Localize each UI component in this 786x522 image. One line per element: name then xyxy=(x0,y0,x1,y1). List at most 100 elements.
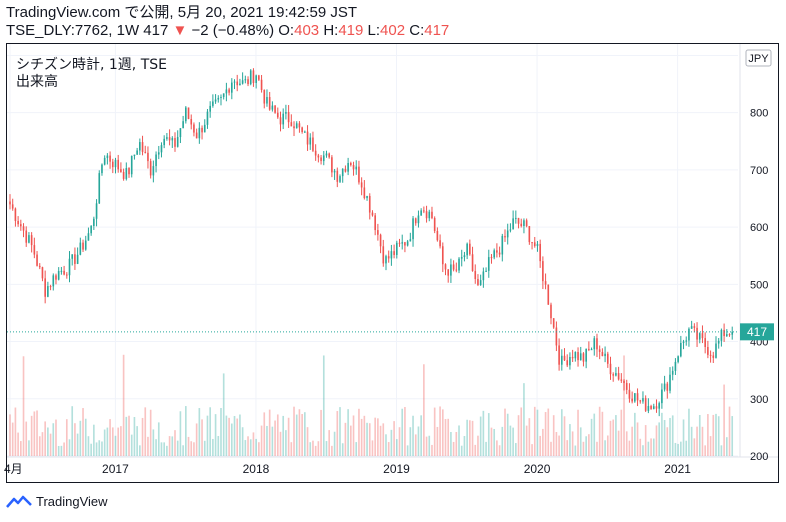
candle-body xyxy=(544,281,547,285)
volume-bar xyxy=(128,415,130,456)
time-axis: 4月 2017 2018 2019 2020 2021 xyxy=(4,462,691,476)
volume-bar xyxy=(249,439,252,456)
volume-bar xyxy=(290,442,293,456)
volume-bar xyxy=(260,425,263,456)
currency-box xyxy=(745,49,772,67)
candle-body xyxy=(512,218,514,230)
volume-bar xyxy=(612,419,615,456)
volume-bar xyxy=(352,415,355,456)
volume-bar xyxy=(582,441,585,456)
candle-body xyxy=(30,235,33,246)
candle-body xyxy=(420,210,422,216)
volume-bar xyxy=(652,438,655,456)
candle-body xyxy=(111,161,114,168)
volume-bar xyxy=(90,443,92,456)
candle-body xyxy=(187,107,190,120)
volume-bar xyxy=(285,430,287,456)
candle-body xyxy=(298,123,301,128)
candle-body xyxy=(609,363,612,375)
volume-bar xyxy=(458,425,460,456)
candle-body xyxy=(414,218,417,224)
volume-bar xyxy=(493,428,496,456)
volume-bar xyxy=(149,409,152,456)
volume-bar xyxy=(615,415,617,456)
volume-bar xyxy=(395,439,398,456)
candle-body xyxy=(463,255,466,258)
candle-body xyxy=(379,234,382,247)
volume-bar xyxy=(366,422,368,456)
price-axis: 200300400500600700800900 xyxy=(750,50,768,463)
volume-bar xyxy=(239,414,241,456)
volume-bar xyxy=(698,415,701,456)
volume-bar xyxy=(428,435,431,456)
volume-bar xyxy=(452,441,455,456)
low-label: L: xyxy=(367,22,381,39)
candle-body xyxy=(65,274,68,276)
candle-body xyxy=(709,354,712,356)
candle-body xyxy=(325,153,328,156)
candle-body xyxy=(350,163,352,166)
volume-bar xyxy=(420,415,422,456)
legend-volume-label: 出来高 xyxy=(16,73,58,90)
volume-bar xyxy=(179,411,182,456)
volume-bar xyxy=(111,427,114,456)
candle-body xyxy=(163,138,166,146)
volume-bar xyxy=(258,442,260,456)
footer-brand[interactable]: TradingView xyxy=(6,494,108,509)
candle-body xyxy=(712,355,715,358)
volume-bar xyxy=(52,423,55,456)
candle-body xyxy=(558,345,560,365)
volume-bar xyxy=(147,436,149,456)
candle-body xyxy=(579,353,582,361)
candle-body xyxy=(517,217,520,224)
candle-body xyxy=(122,171,125,179)
candle-body xyxy=(690,326,693,329)
volume-bar xyxy=(436,426,439,456)
candle-body xyxy=(201,127,203,133)
candle-body xyxy=(577,352,579,361)
candle-body xyxy=(466,243,468,256)
candle-body xyxy=(606,353,609,364)
time-tick-label: 2019 xyxy=(383,462,410,476)
candle-body xyxy=(598,349,601,352)
volume-bar xyxy=(176,440,179,456)
candle-body xyxy=(515,217,517,219)
volume-bar xyxy=(371,440,374,456)
candle-body xyxy=(636,393,639,401)
volume-bar xyxy=(639,438,642,456)
candle-body xyxy=(76,254,79,264)
candle-body xyxy=(409,239,412,242)
candle-body xyxy=(363,187,366,199)
candle-body xyxy=(601,351,604,357)
candle-body xyxy=(398,242,401,244)
candle-body xyxy=(317,155,320,158)
volume-bar xyxy=(44,421,46,456)
volume-bar xyxy=(728,406,731,456)
candle-body xyxy=(82,242,84,250)
candle-body xyxy=(241,80,244,84)
candle-body xyxy=(287,112,290,123)
volume-bar xyxy=(596,441,598,456)
candle-body xyxy=(304,131,306,133)
volume-bar xyxy=(579,427,582,456)
candle-body xyxy=(715,343,717,358)
volume-bar xyxy=(658,422,661,456)
volume-bar xyxy=(314,445,317,456)
volume-bar xyxy=(298,409,301,456)
candle-body xyxy=(404,242,406,246)
volume-bar xyxy=(574,445,577,456)
volume-bar xyxy=(463,436,466,456)
volume-bar xyxy=(628,440,631,456)
volume-bar xyxy=(222,373,225,456)
candle-body xyxy=(57,271,60,280)
candle-body xyxy=(41,267,44,279)
volume-bar xyxy=(157,422,160,456)
volume-bar xyxy=(406,445,409,456)
volume-bar xyxy=(47,427,49,456)
volume-bar xyxy=(209,407,211,456)
candle-body xyxy=(233,81,236,83)
volume-bar xyxy=(203,440,206,456)
chart-publish-info: TradingView.com で公開, 5月 20, 2021 19:42:5… xyxy=(6,4,357,22)
candle-body xyxy=(328,153,331,158)
